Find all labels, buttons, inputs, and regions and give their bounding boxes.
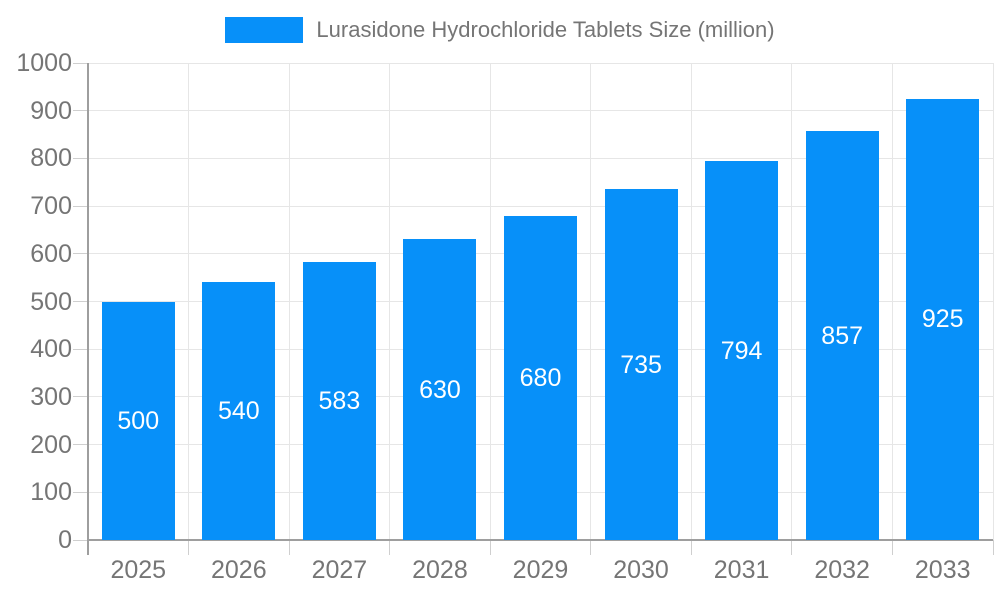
- chart-legend[interactable]: Lurasidone Hydrochloride Tablets Size (m…: [0, 17, 1000, 43]
- gridline-vertical: [791, 63, 793, 540]
- bar[interactable]: [302, 261, 376, 540]
- gridline-vertical: [992, 63, 994, 540]
- x-axis-tick: [791, 540, 793, 555]
- gridline-vertical: [891, 63, 893, 540]
- bar[interactable]: [705, 161, 779, 540]
- legend-label: Lurasidone Hydrochloride Tablets Size (m…: [316, 17, 775, 42]
- y-axis-label: 700: [30, 192, 72, 221]
- x-axis-label: 2026: [211, 556, 267, 584]
- bar[interactable]: [805, 131, 879, 540]
- y-axis-label: 300: [30, 382, 72, 411]
- x-axis-label: 2029: [512, 556, 569, 584]
- y-axis-label: 100: [30, 478, 72, 507]
- gridline-vertical: [288, 63, 290, 540]
- gridline-horizontal: [88, 157, 993, 159]
- y-axis-label: 400: [30, 335, 72, 364]
- y-axis-tick: [73, 205, 88, 207]
- x-axis-label: 2032: [814, 556, 870, 584]
- gridline-horizontal: [88, 110, 993, 112]
- y-axis-label: 1000: [16, 49, 72, 77]
- y-axis-tick: [73, 110, 88, 112]
- y-axis-label: 200: [30, 430, 72, 459]
- y-axis-tick: [73, 301, 88, 302]
- x-axis-tick: [992, 540, 994, 555]
- y-axis-label: 500: [30, 287, 72, 316]
- x-axis-tick: [288, 540, 290, 555]
- y-axis-tick: [73, 253, 88, 255]
- bar[interactable]: [604, 189, 678, 540]
- y-axis-tick: [73, 491, 88, 493]
- gridline-vertical: [590, 63, 592, 540]
- gridline-vertical: [389, 63, 391, 540]
- gridline-vertical: [690, 63, 692, 540]
- y-axis-tick: [73, 157, 88, 159]
- x-axis-tick: [489, 540, 491, 555]
- x-axis-label: 2025: [110, 556, 167, 584]
- gridline-vertical: [489, 63, 491, 540]
- y-axis-line: [86, 63, 89, 555]
- x-axis-label: 2030: [613, 556, 669, 584]
- legend-swatch: [225, 17, 304, 43]
- bar[interactable]: [101, 301, 175, 540]
- y-axis-label: 900: [30, 96, 72, 125]
- bar[interactable]: [202, 282, 276, 540]
- x-axis-label: 2027: [311, 556, 368, 584]
- x-axis-tick: [590, 540, 592, 555]
- x-axis-tick: [389, 540, 391, 555]
- x-axis-label: 2031: [713, 556, 770, 584]
- y-axis-label: 600: [30, 239, 72, 268]
- x-axis-label: 2028: [412, 556, 468, 584]
- y-axis-tick: [73, 396, 88, 398]
- y-axis-label: 0: [58, 526, 72, 554]
- gridline-horizontal: [88, 62, 993, 64]
- x-axis-tick: [188, 540, 190, 555]
- gridline-horizontal: [88, 205, 993, 207]
- y-axis-tick: [73, 62, 88, 64]
- y-axis-tick: [73, 539, 88, 541]
- gridline-vertical: [188, 63, 190, 540]
- bar[interactable]: [504, 215, 577, 540]
- y-axis-label: 800: [30, 144, 72, 173]
- x-axis-line: [87, 539, 993, 541]
- bar[interactable]: [906, 98, 980, 540]
- x-axis-label: 2033: [914, 556, 971, 584]
- x-axis-tick: [690, 540, 692, 555]
- y-axis-tick: [73, 348, 88, 350]
- x-axis-tick: [891, 540, 893, 555]
- y-axis-tick: [73, 444, 88, 446]
- bar[interactable]: [403, 239, 477, 540]
